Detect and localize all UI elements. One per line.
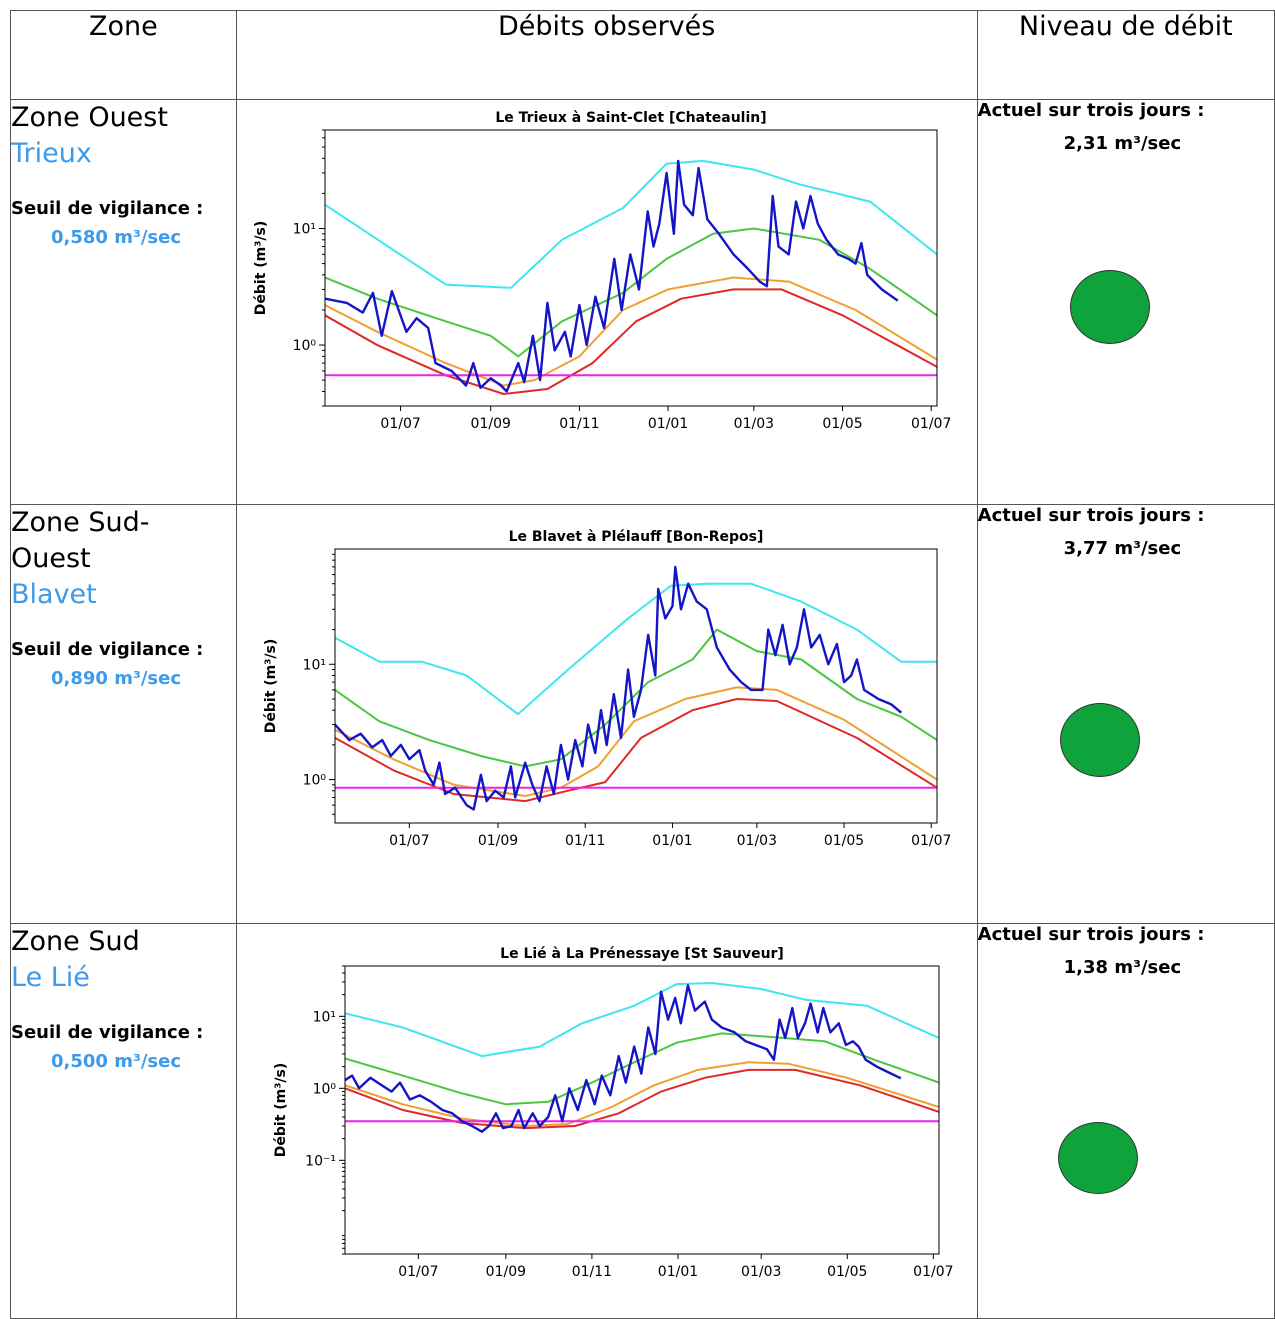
table-row: Zone Sud Le Lié Seuil de vigilance : 0,5…	[10, 923, 1275, 1319]
y-axis-label: Débit (m³/s)	[263, 639, 279, 733]
series-line-observed	[334, 565, 902, 811]
seuil-value: 0,890 m³/sec	[51, 668, 182, 689]
zone-name: Zone Sud	[11, 926, 140, 957]
plot-area	[334, 565, 937, 811]
x-tick-label: 01/07	[913, 1264, 953, 1280]
table-row: Zone Sud-Ouest Blavet Seuil de vigilance…	[10, 504, 1275, 924]
series-line-green	[334, 628, 937, 768]
status-indicator	[1057, 1122, 1138, 1194]
x-tick-label: 01/03	[736, 833, 776, 849]
series-line-observed	[344, 984, 902, 1133]
series-line-green	[344, 1032, 939, 1106]
plot-frame	[334, 548, 938, 824]
x-tick-label: 01/07	[389, 833, 429, 849]
plot-frame	[344, 965, 940, 1255]
plot-frame	[324, 129, 938, 407]
series-line-cyan	[334, 582, 937, 716]
series-line-red	[324, 288, 937, 395]
chart-title: Le Blavet à Plélauff [Bon-Repos]	[508, 529, 763, 545]
series-line-orange	[324, 276, 937, 387]
flow-chart-trieux: Le Trieux à Saint-Clet [Chateaulin] Débit…	[253, 110, 951, 432]
chart-title: Le Trieux à Saint-Clet [Chateaulin]	[495, 110, 766, 126]
x-tick-label: 01/09	[477, 833, 517, 849]
y-tick-label: 10¹	[312, 1009, 335, 1025]
zone-name: Zone Ouest	[11, 102, 168, 133]
seuil-value: 0,580 m³/sec	[51, 227, 182, 248]
x-tick-label: 01/05	[822, 416, 862, 432]
zone-cell: Zone Sud Le Lié Seuil de vigilance : 0,5…	[10, 923, 237, 1319]
actuel-value: 2,31 m³/sec	[1063, 133, 1182, 154]
x-tick-label: 01/01	[652, 833, 692, 849]
x-tick-label: 01/09	[470, 416, 510, 432]
actuel-value: 1,38 m³/sec	[1063, 957, 1182, 978]
x-tick-label: 01/07	[911, 416, 951, 432]
actuel-value: 3,77 m³/sec	[1063, 538, 1182, 559]
x-tick-label: 01/09	[485, 1264, 525, 1280]
niveau-cell: Actuel sur trois jours : 1,38 m³/sec	[976, 923, 1275, 1319]
actuel-label: Actuel sur trois jours :	[977, 924, 1205, 945]
seuil-value: 0,500 m³/sec	[51, 1051, 182, 1072]
series-line-observed	[324, 159, 899, 393]
series-line-cyan	[344, 982, 939, 1058]
status-indicator	[1059, 703, 1140, 777]
stations-table: Zone Débits observés Niveau de débit Zon…	[10, 10, 1275, 1319]
actuel-label: Actuel sur trois jours :	[977, 100, 1205, 121]
series-line-cyan	[324, 159, 937, 289]
river-name: Le Lié	[11, 962, 90, 993]
header-debits: Débits observés	[235, 10, 978, 100]
chart-cell: Le Blavet à Plélauff [Bon-Repos] Débit (m…	[235, 504, 978, 924]
seuil-label: Seuil de vigilance :	[11, 639, 204, 660]
chart-cell: Le Lié à La Prénessaye [St Sauveur] Débit…	[235, 923, 978, 1319]
zone-cell: Zone Sud-Ouest Blavet Seuil de vigilance…	[10, 504, 237, 924]
table-row: Zone Ouest Trieux Seuil de vigilance : 0…	[10, 99, 1275, 505]
x-tick-label: 01/07	[911, 833, 951, 849]
y-tick-label: 10¹	[302, 657, 325, 673]
series-line-green	[324, 227, 937, 358]
header-zone: Zone	[10, 10, 237, 100]
flow-chart-blavet: Le Blavet à Plélauff [Bon-Repos] Débit (m…	[263, 529, 951, 849]
zone-cell: Zone Ouest Trieux Seuil de vigilance : 0…	[10, 99, 237, 505]
x-tick-label: 01/11	[571, 1264, 611, 1280]
x-tick-label: 01/05	[827, 1264, 867, 1280]
x-tick-label: 01/01	[648, 416, 688, 432]
header-row: Zone Débits observés Niveau de débit	[10, 10, 1275, 100]
y-axis-label: Débit (m³/s)	[253, 221, 269, 315]
series-line-red	[334, 698, 937, 803]
series-line-orange	[334, 686, 937, 797]
status-indicator	[1069, 270, 1150, 344]
river-name: Trieux	[11, 138, 92, 169]
plot-area	[324, 159, 937, 395]
y-tick-label: 10⁰	[292, 338, 316, 354]
flow-chart-le-lie: Le Lié à La Prénessaye [St Sauveur] Débit…	[273, 946, 954, 1280]
actuel-label: Actuel sur trois jours :	[977, 505, 1205, 526]
series-line-orange	[344, 1061, 939, 1127]
x-tick-label: 01/07	[380, 416, 420, 432]
x-tick-label: 01/11	[559, 416, 599, 432]
seuil-label: Seuil de vigilance :	[11, 198, 204, 219]
y-axis-label: Débit (m³/s)	[273, 1063, 289, 1157]
x-tick-label: 01/05	[824, 833, 864, 849]
y-tick-label: 10¹	[292, 222, 315, 238]
y-tick-label: 10⁻¹	[305, 1153, 336, 1169]
x-tick-label: 01/03	[733, 416, 773, 432]
niveau-cell: Actuel sur trois jours : 3,77 m³/sec	[976, 504, 1275, 924]
zone-name: Zone Sud-Ouest	[11, 507, 150, 574]
river-name: Blavet	[11, 579, 97, 610]
chart-cell: Le Trieux à Saint-Clet [Chateaulin] Débit…	[235, 99, 978, 505]
plot-area	[344, 982, 939, 1133]
chart-title: Le Lié à La Prénessaye [St Sauveur]	[500, 946, 784, 962]
seuil-label: Seuil de vigilance :	[11, 1022, 204, 1043]
x-tick-label: 01/01	[657, 1264, 697, 1280]
niveau-cell: Actuel sur trois jours : 2,31 m³/sec	[976, 99, 1275, 505]
x-tick-label: 01/11	[565, 833, 605, 849]
y-tick-label: 10⁰	[312, 1081, 336, 1097]
header-niveau: Niveau de débit	[976, 10, 1275, 100]
x-tick-label: 01/07	[398, 1264, 438, 1280]
x-tick-label: 01/03	[741, 1264, 781, 1280]
y-tick-label: 10⁰	[302, 773, 326, 789]
